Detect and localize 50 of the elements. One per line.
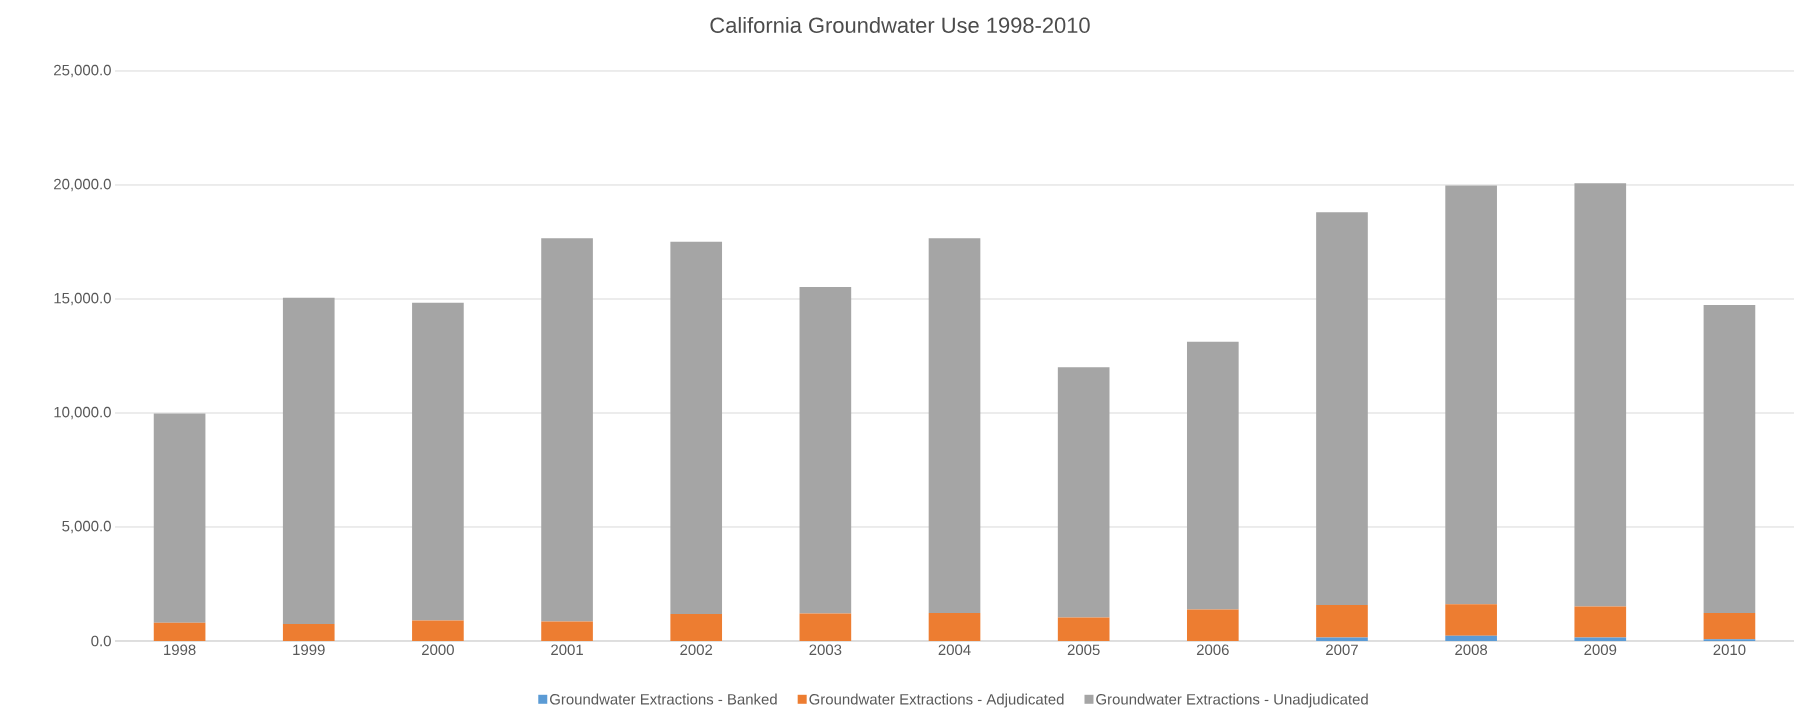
x-tick-label: 2010	[1713, 644, 1746, 656]
y-tick-label: 5,000.0	[62, 520, 111, 534]
bar	[670, 614, 723, 641]
bar	[1445, 185, 1497, 605]
bar	[412, 302, 464, 621]
chart-title: California Groundwater Use 1998-2010	[710, 16, 1090, 34]
x-tick-label: 2000	[422, 644, 454, 656]
bar	[541, 238, 593, 622]
bar	[1445, 635, 1497, 641]
x-tick-label: 2009	[1584, 644, 1617, 656]
bar	[1445, 604, 1497, 636]
legend-label: Groundwater Extractions - Banked	[550, 693, 777, 705]
bar	[1703, 304, 1756, 613]
legend-label: Groundwater Extractions - Adjudicated	[809, 693, 1064, 708]
x-tick-label: 2007	[1326, 644, 1358, 656]
x-tick-label: 2005	[1067, 644, 1100, 656]
bar	[1186, 609, 1239, 641]
bar	[541, 621, 593, 641]
bar	[153, 413, 206, 623]
y-tick-label: 0.0	[91, 635, 111, 647]
x-tick-label: 2004	[938, 644, 971, 656]
x-tick-label: 2001	[551, 644, 583, 656]
bar	[1703, 612, 1756, 640]
bar	[928, 612, 981, 641]
bar	[412, 620, 464, 641]
bar	[799, 286, 852, 614]
y-tick-label: 20,000.0	[54, 178, 111, 192]
x-tick-label: 2008	[1455, 644, 1488, 656]
y-tick-label: 15,000.0	[54, 292, 111, 306]
bar	[1057, 617, 1110, 641]
x-tick-label: 2006	[1196, 644, 1229, 656]
legend-label: Groundwater Extractions - Unadjudicated	[1096, 693, 1368, 708]
y-tick-label: 25,000.0	[54, 64, 111, 78]
bar	[282, 623, 335, 641]
bar	[1316, 604, 1368, 638]
x-tick-label: 1998	[164, 644, 196, 656]
bar	[1186, 341, 1239, 610]
x-tick-label: 2003	[809, 644, 842, 656]
bar	[1574, 606, 1627, 638]
bar	[928, 238, 981, 613]
x-tick-label: 2002	[680, 644, 713, 656]
bar	[670, 241, 723, 615]
x-tick-label: 1999	[293, 644, 325, 656]
bar	[1057, 367, 1110, 618]
bar	[282, 297, 335, 624]
bar	[1316, 212, 1368, 605]
y-tick-label: 10,000.0	[54, 406, 111, 420]
bar	[153, 622, 206, 641]
bar	[799, 613, 852, 641]
bar	[1574, 183, 1627, 607]
